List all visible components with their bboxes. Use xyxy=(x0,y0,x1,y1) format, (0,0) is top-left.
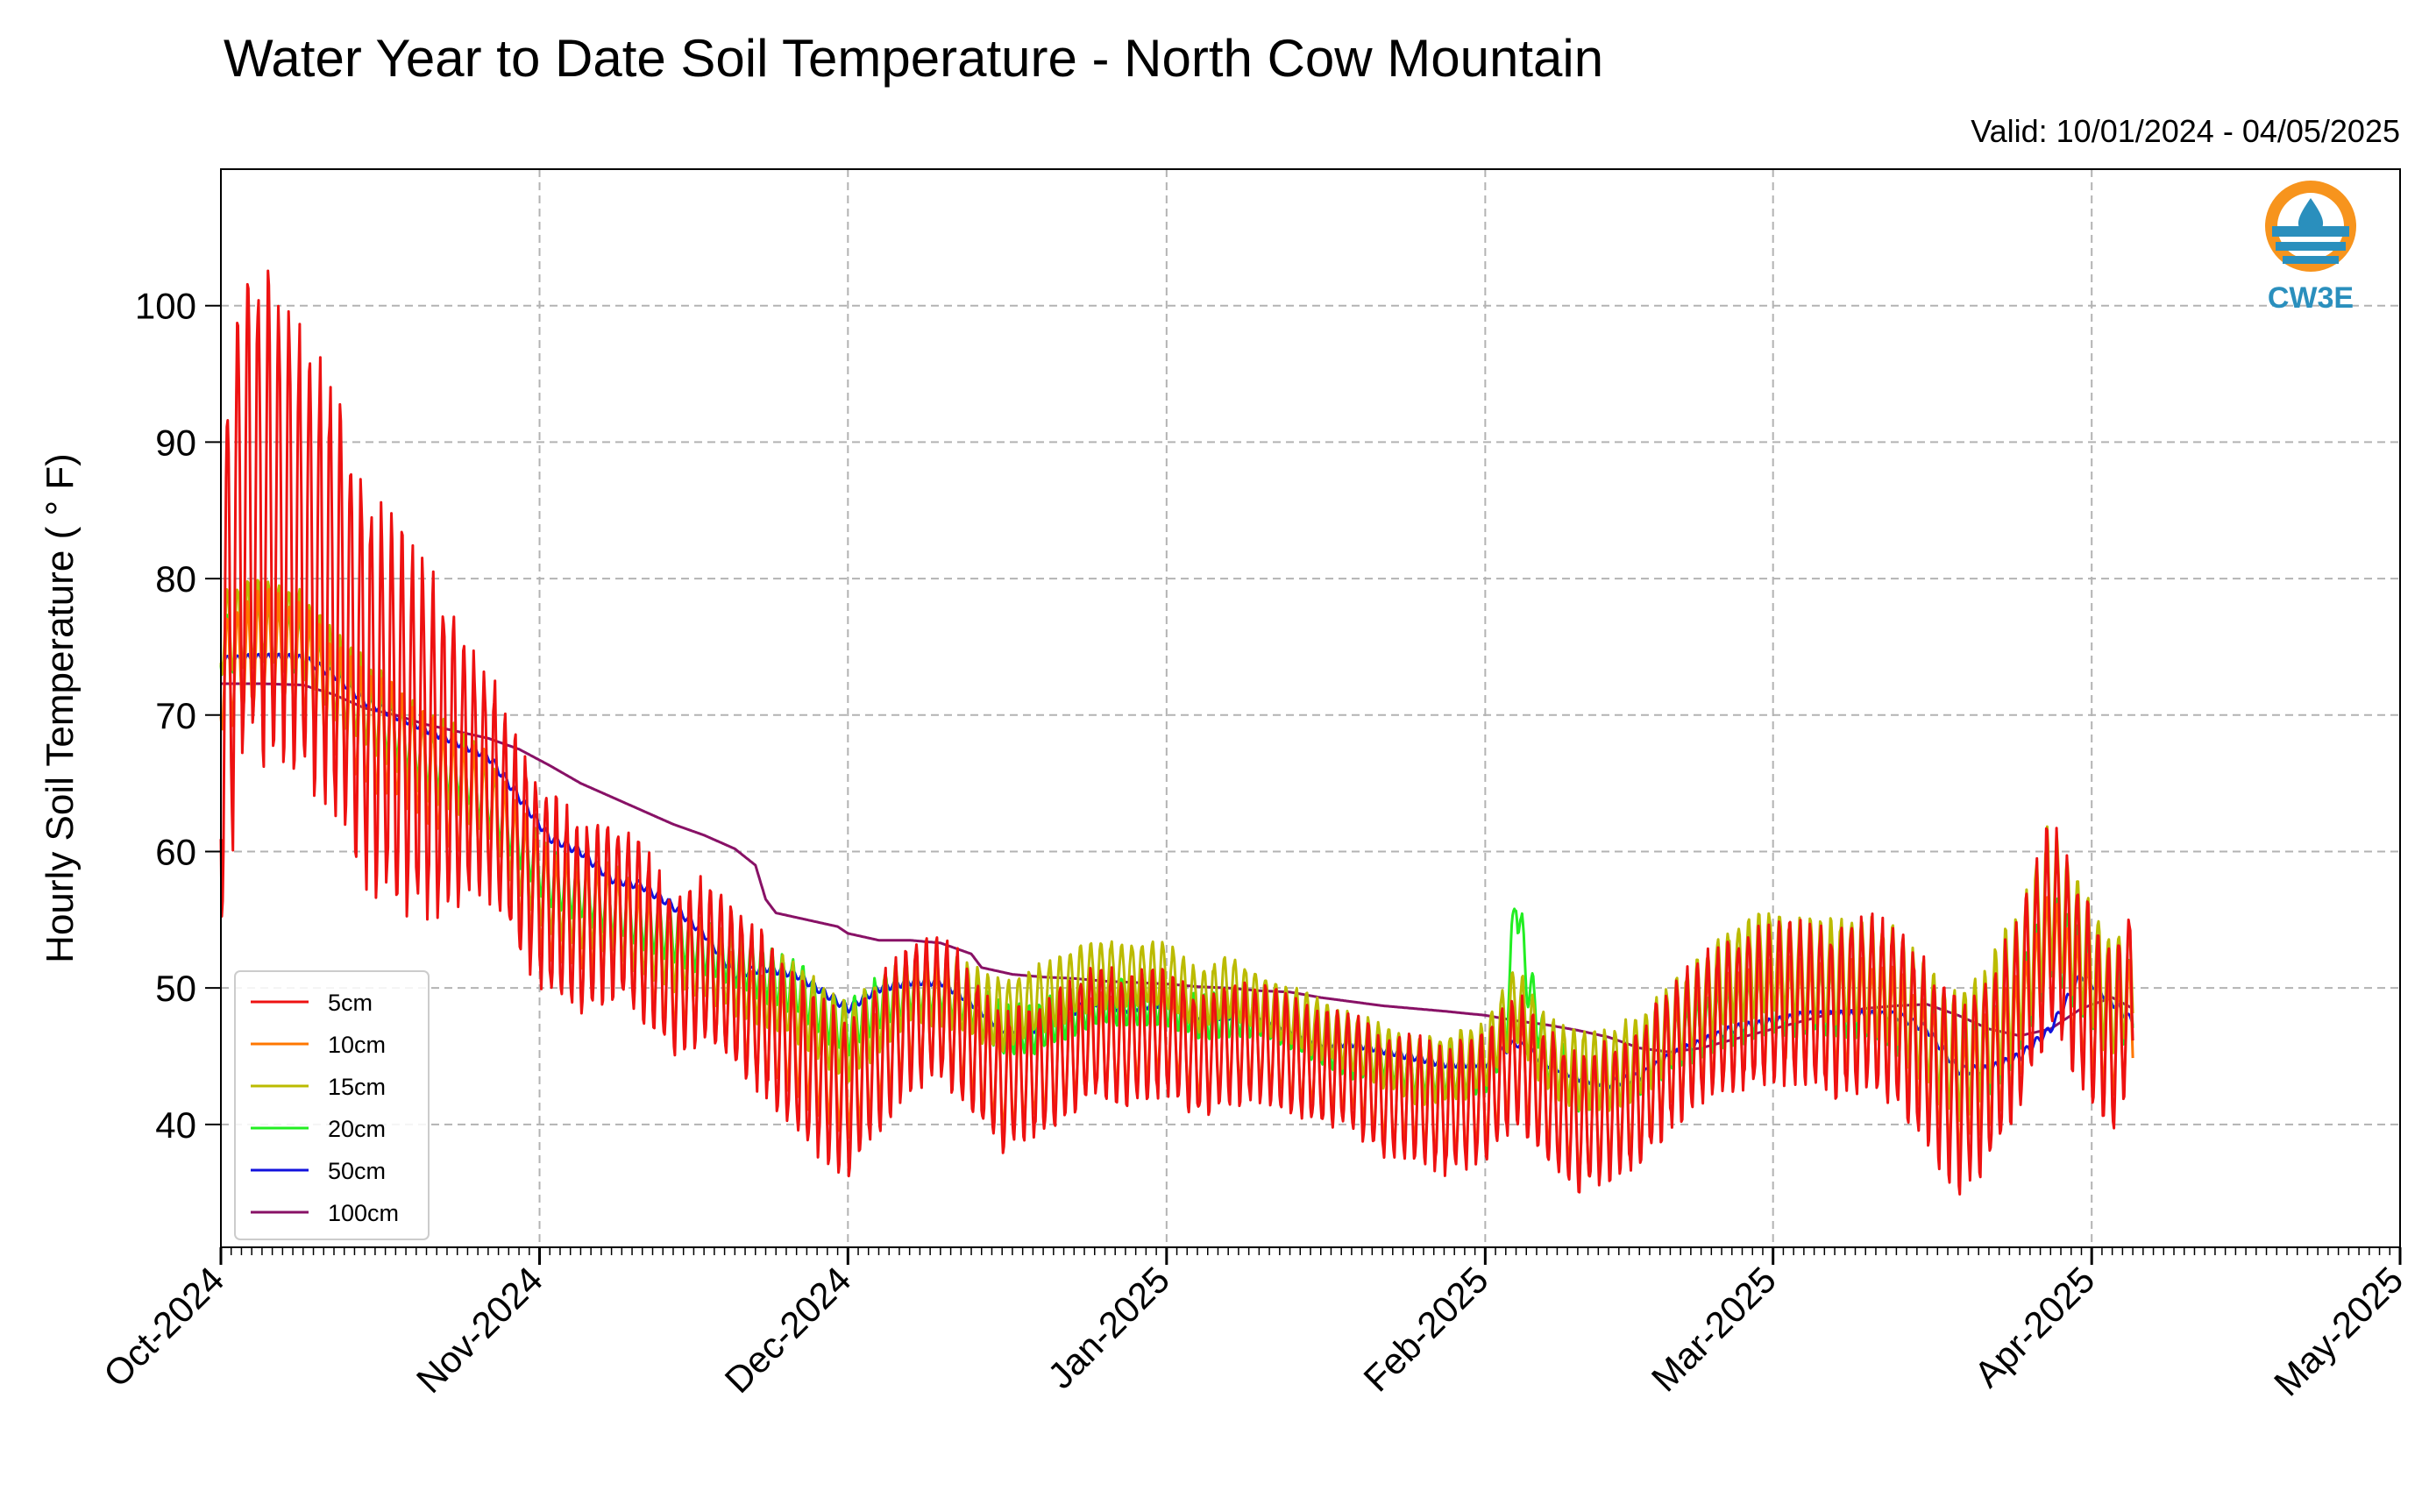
legend: 5cm 10cm 15cm 20cm 50cm 100cm xyxy=(234,970,430,1240)
legend-label-5cm: 5cm xyxy=(328,990,373,1016)
y-tick-label-80: 80 xyxy=(155,558,196,600)
y-tick-label-90: 90 xyxy=(155,422,196,463)
legend-label-50cm: 50cm xyxy=(328,1158,386,1184)
cw3e-logo-label: CW3E xyxy=(2268,281,2354,315)
legend-label-10cm: 10cm xyxy=(328,1032,386,1058)
y-axis-label: Hourly Soil Temperature ( ° F) xyxy=(39,453,82,963)
y-tick-label-40: 40 xyxy=(155,1104,196,1146)
y-tick-label-50: 50 xyxy=(155,968,196,1009)
legend-label-15cm: 15cm xyxy=(328,1074,386,1100)
series-line-5cm xyxy=(219,269,2134,1196)
chart-title: Water Year to Date Soil Temperature - No… xyxy=(224,29,1603,88)
y-tick-label-70: 70 xyxy=(155,695,196,736)
chart-subtitle: Valid: 10/01/2024 - 04/05/2025 xyxy=(1971,113,2400,149)
series-layer xyxy=(219,269,2134,1196)
cw3e-logo: CW3E xyxy=(2265,181,2356,315)
y-tick-label-60: 60 xyxy=(155,831,196,872)
legend-label-20cm: 20cm xyxy=(328,1116,386,1142)
y-tick-label-100: 100 xyxy=(135,286,196,327)
cw3e-logo-icon xyxy=(2265,181,2356,272)
legend-box xyxy=(234,970,430,1240)
legend-label-100cm: 100cm xyxy=(328,1200,399,1226)
